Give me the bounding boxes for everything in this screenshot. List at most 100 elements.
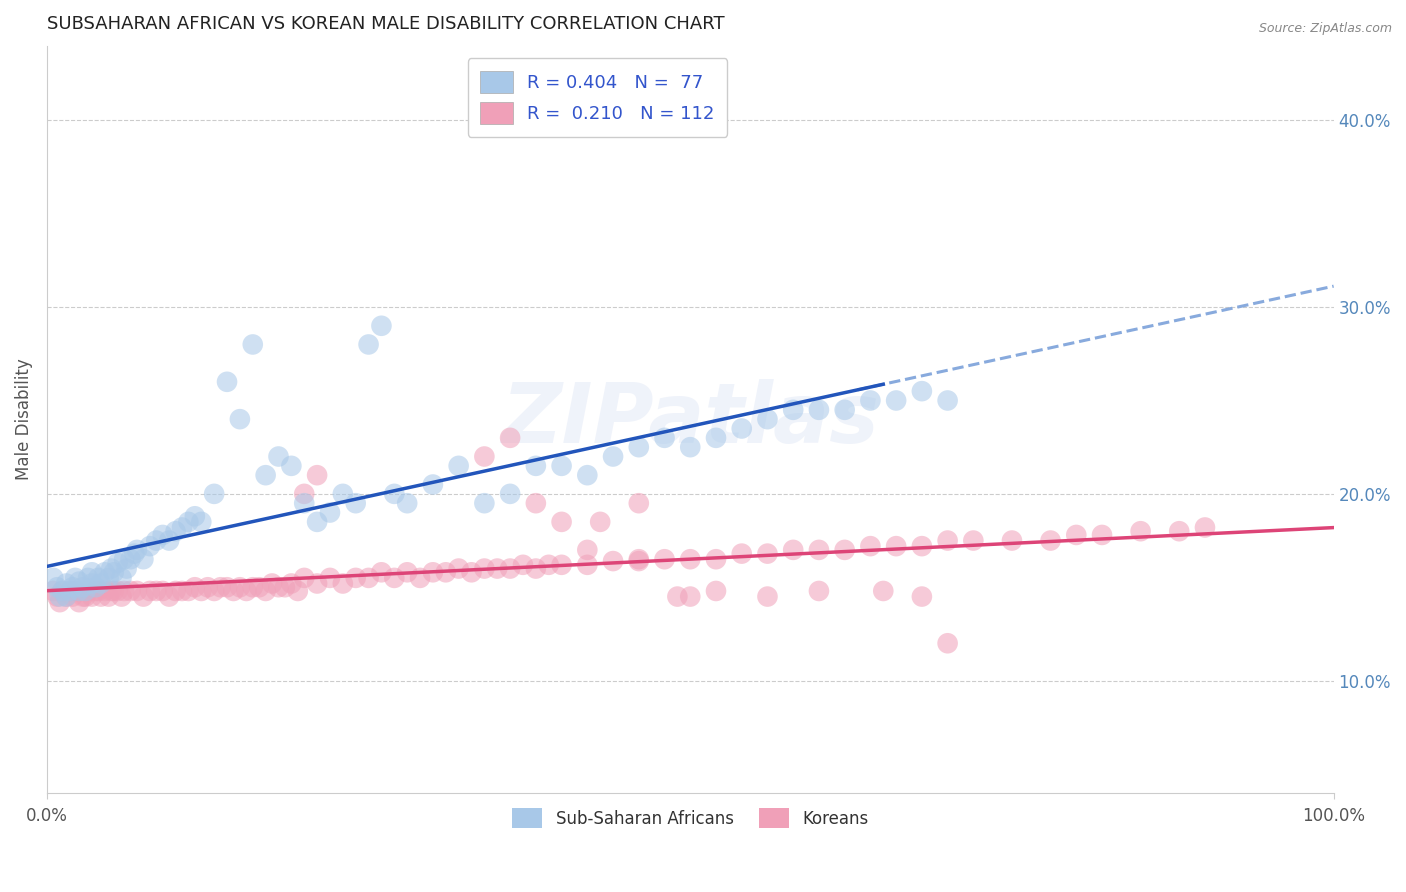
Point [627, 496, 650, 510]
Point [80, 576, 103, 591]
Point [80, 566, 103, 580]
Point [139, 539, 162, 553]
Point [319, 506, 342, 520]
Point [215, 580, 238, 594]
Point [756, 412, 779, 426]
Y-axis label: Male Disability: Male Disability [15, 359, 32, 480]
Point [1194, 520, 1216, 534]
Point [42, 571, 65, 585]
Point [72, 580, 94, 594]
Point [112, 552, 135, 566]
Point [357, 571, 380, 585]
Point [177, 584, 200, 599]
Point [319, 571, 342, 585]
Point [512, 558, 534, 572]
Point [202, 584, 225, 599]
Point [63, 584, 86, 599]
Point [254, 584, 277, 599]
Point [110, 571, 132, 585]
Point [59, 584, 82, 599]
Point [242, 580, 264, 594]
Point [550, 558, 572, 572]
Point [524, 561, 547, 575]
Point [90, 590, 112, 604]
Point [165, 524, 187, 539]
Point [100, 584, 122, 599]
Point [679, 440, 702, 454]
Point [100, 561, 122, 575]
Point [84, 580, 107, 594]
Point [152, 528, 174, 542]
Point [197, 580, 219, 594]
Point [292, 571, 315, 585]
Point [107, 584, 129, 599]
Point [704, 552, 727, 566]
Point [235, 584, 257, 599]
Point [170, 584, 193, 599]
Point [731, 421, 754, 435]
Point [884, 539, 907, 553]
Point [267, 450, 290, 464]
Point [80, 590, 103, 604]
Point [576, 468, 599, 483]
Point [474, 496, 496, 510]
Point [344, 571, 367, 585]
Text: SUBSAHARAN AFRICAN VS KOREAN MALE DISABILITY CORRELATION CHART: SUBSAHARAN AFRICAN VS KOREAN MALE DISABI… [46, 15, 724, 33]
Point [46, 590, 69, 604]
Point [666, 590, 689, 604]
Point [145, 533, 167, 548]
Point [49, 595, 72, 609]
Point [447, 561, 470, 575]
Point [576, 558, 599, 572]
Point [87, 584, 110, 599]
Point [292, 487, 315, 501]
Point [190, 515, 212, 529]
Point [170, 520, 193, 534]
Point [94, 566, 117, 580]
Point [499, 561, 522, 575]
Point [242, 337, 264, 351]
Point [859, 393, 882, 408]
Point [756, 547, 779, 561]
Point [115, 561, 138, 575]
Point [72, 590, 94, 604]
Point [280, 576, 302, 591]
Point [77, 584, 100, 599]
Point [396, 566, 419, 580]
Point [112, 584, 135, 599]
Point [184, 509, 207, 524]
Point [499, 431, 522, 445]
Point [94, 584, 117, 599]
Point [627, 552, 650, 566]
Point [307, 515, 329, 529]
Point [731, 547, 754, 561]
Point [307, 468, 329, 483]
Point [1039, 533, 1062, 548]
Point [447, 458, 470, 473]
Point [1091, 528, 1114, 542]
Point [132, 552, 155, 566]
Point [165, 584, 187, 599]
Point [602, 554, 624, 568]
Point [422, 477, 444, 491]
Point [936, 533, 959, 548]
Point [382, 487, 405, 501]
Point [63, 571, 86, 585]
Point [124, 547, 146, 561]
Point [332, 576, 354, 591]
Point [370, 566, 392, 580]
Point [49, 590, 72, 604]
Point [550, 458, 572, 473]
Point [145, 584, 167, 599]
Point [103, 584, 125, 599]
Point [627, 554, 650, 568]
Point [67, 584, 90, 599]
Point [654, 552, 676, 566]
Point [524, 458, 547, 473]
Point [62, 580, 84, 594]
Point [434, 566, 457, 580]
Point [132, 590, 155, 604]
Point [756, 590, 779, 604]
Point [55, 590, 77, 604]
Point [46, 580, 69, 594]
